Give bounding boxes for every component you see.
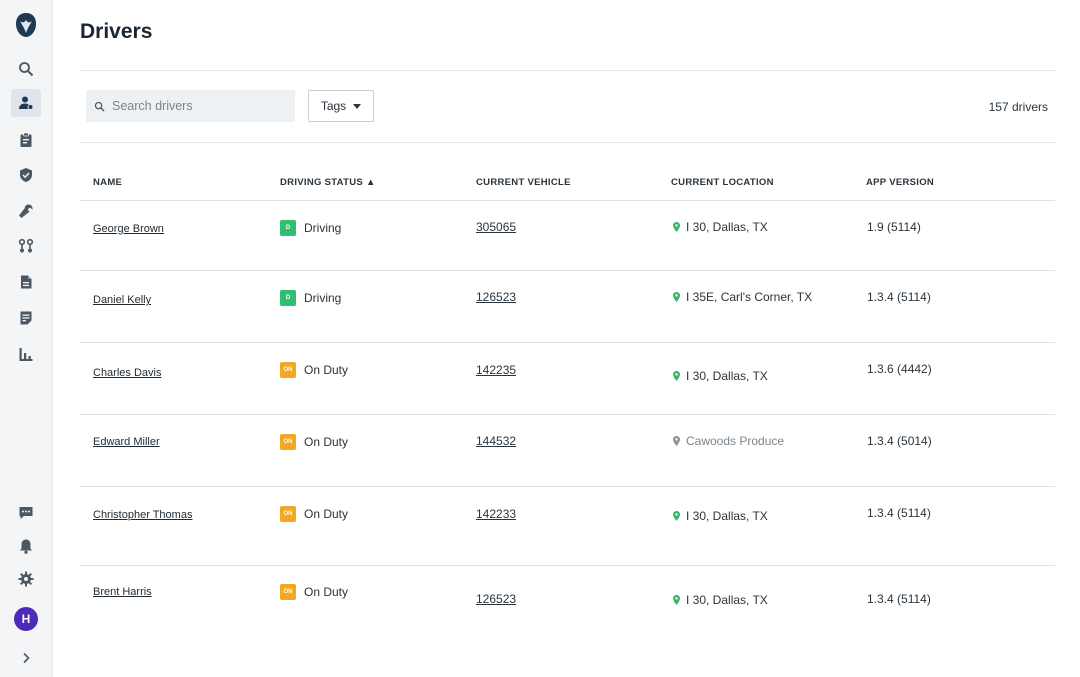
location-label: I 30, Dallas, TX [686,509,768,523]
table-header-divider [80,200,1055,201]
app-version: 1.3.4 (5114) [867,290,931,304]
header-divider [80,70,1055,71]
page-title: Drivers [80,20,153,43]
vehicle-link[interactable]: 144532 [476,434,517,448]
status-label: Driving [304,221,342,235]
current-location[interactable]: I 30, Dallas, TX [673,593,768,607]
tags-label: Tags [320,99,347,113]
driver-count: 157 drivers [988,100,1048,114]
reports-icon[interactable] [17,345,35,363]
shield-icon[interactable] [17,166,35,184]
messages-icon[interactable] [17,504,35,522]
status-badge: ON [280,506,296,522]
app-version: 1.9 (5114) [867,220,921,234]
driver-name-link[interactable]: Daniel Kelly [93,294,152,306]
caret-down-icon [353,103,362,109]
vehicle-link[interactable]: 305065 [476,220,517,234]
documents-icon[interactable] [17,273,35,291]
driver-name-link[interactable]: George Brown [93,223,164,235]
status-badge: ON [280,362,296,378]
driving-status: D Driving [280,290,341,306]
status-label: On Duty [304,363,349,377]
app-version: 1.3.4 (5014) [867,434,932,448]
table-row[interactable]: Daniel Kelly D Driving 126523 I 35E, Car… [80,271,1055,343]
current-location[interactable]: I 35E, Carl's Corner, TX [673,290,812,304]
column-header-name[interactable]: NAME [93,177,123,188]
location-pin-icon [673,436,680,446]
wrench-icon[interactable] [17,202,35,220]
notes-icon[interactable] [17,309,35,327]
status-badge: ON [280,434,296,450]
bell-icon[interactable] [17,537,35,555]
column-header-driving-status[interactable]: DRIVING STATUS ▲ [280,177,376,188]
sidebar: H [0,0,53,677]
table-row[interactable]: George Brown D Driving 305065 I 30, Dall… [80,201,1055,271]
tags-dropdown-button[interactable]: Tags [308,90,374,122]
column-header-app-version[interactable]: APP VERSION [866,177,935,188]
chevron-right-icon[interactable] [17,649,35,667]
status-badge: D [280,290,296,306]
location-label: I 30, Dallas, TX [686,369,768,383]
table-row[interactable]: Christopher Thomas ON On Duty 142233 I 3… [80,487,1055,566]
status-label: On Duty [304,507,349,521]
location-pin-icon [673,222,680,232]
location-pin-icon [673,595,680,605]
table-row[interactable]: Charles Davis ON On Duty 142235 I 30, Da… [80,343,1055,415]
driving-status: ON On Duty [280,434,348,450]
logo-icon[interactable] [15,12,37,38]
gear-icon[interactable] [17,570,35,588]
status-label: Driving [304,291,342,305]
driving-status: ON On Duty [280,506,348,522]
vehicle-link[interactable]: 142233 [476,507,517,521]
driver-name-link[interactable]: Charles Davis [93,367,162,379]
status-label: On Duty [304,585,349,599]
driver-name-link[interactable]: Christopher Thomas [93,509,193,521]
driver-name-link[interactable]: Edward Miller [93,436,160,448]
status-badge: ON [280,584,296,600]
search-icon [94,101,105,112]
current-location[interactable]: Cawoods Produce [673,434,784,448]
current-location[interactable]: I 30, Dallas, TX [673,369,768,383]
location-label: I 35E, Carl's Corner, TX [686,290,813,304]
nav-active-indicator [11,89,41,117]
driving-status: ON On Duty [280,584,348,600]
avatar-initial: H [21,612,31,626]
location-label: I 30, Dallas, TX [686,220,768,234]
driving-status: D Driving [280,220,341,236]
vehicle-link[interactable]: 126523 [476,290,517,304]
current-location[interactable]: I 30, Dallas, TX [673,509,768,523]
app-version: 1.3.4 (5114) [867,506,931,520]
app-version: 1.3.6 (4442) [867,362,932,376]
column-header-current-vehicle[interactable]: CURRENT VEHICLE [476,177,571,188]
location-pin-icon [673,292,680,302]
location-pin-icon [673,371,680,381]
column-header-current-location[interactable]: CURRENT LOCATION [671,177,774,188]
location-label: Cawoods Produce [686,434,785,448]
table-row[interactable]: Edward Miller ON On Duty 144532 Cawoods … [80,415,1055,487]
driver-name-link[interactable]: Brent Harris [93,586,152,598]
search-box[interactable] [86,90,295,122]
app-version: 1.3.4 (5114) [867,592,931,606]
vehicle-link[interactable]: 126523 [476,592,517,606]
location-pin-icon [673,511,680,521]
clipboard-icon[interactable] [17,131,35,149]
status-badge: D [280,220,296,236]
driving-status: ON On Duty [280,362,348,378]
vehicle-link[interactable]: 142235 [476,363,517,377]
status-label: On Duty [304,435,349,449]
location-label: I 30, Dallas, TX [686,593,768,607]
search-input[interactable] [112,99,282,113]
search-icon[interactable] [17,60,35,78]
table-row[interactable]: Brent Harris ON On Duty 126523 I 30, Dal… [80,566,1055,677]
current-location[interactable]: I 30, Dallas, TX [673,220,768,234]
toolbar-divider [80,142,1055,143]
drivers-icon[interactable] [17,94,35,112]
routes-icon[interactable] [17,237,35,255]
avatar[interactable]: H [14,607,38,631]
